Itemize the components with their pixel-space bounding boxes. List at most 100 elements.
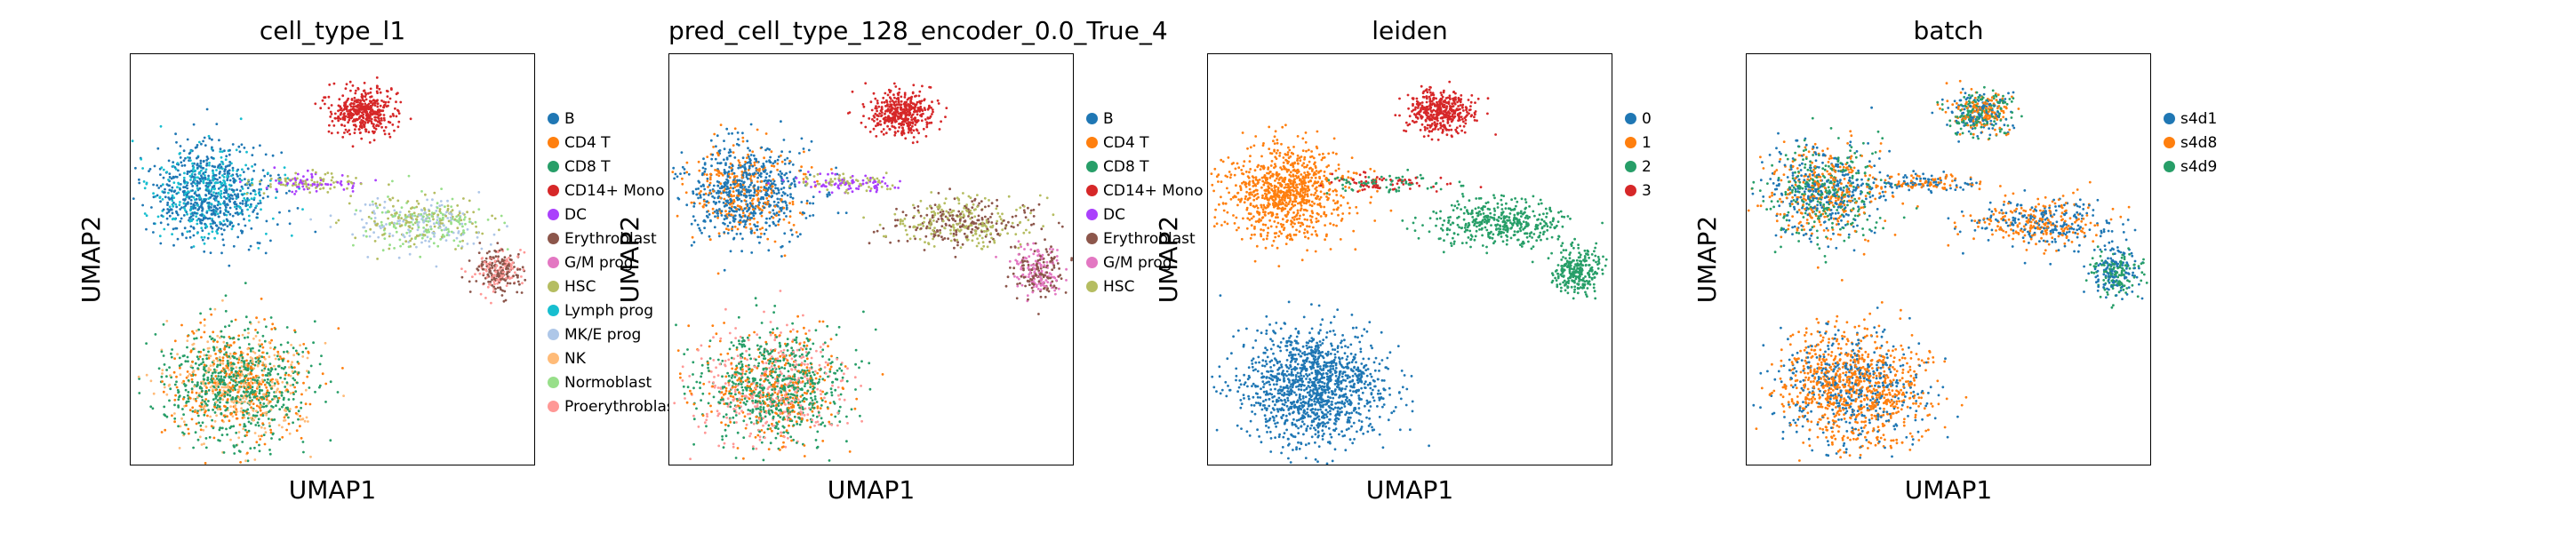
data-point	[891, 124, 894, 128]
data-point	[244, 397, 248, 401]
data-point	[714, 169, 716, 171]
data-point	[266, 374, 268, 377]
data-point	[198, 392, 201, 395]
data-point	[938, 128, 941, 131]
data-point	[231, 415, 235, 418]
data-point	[288, 178, 291, 181]
data-point	[250, 179, 253, 182]
data-point	[741, 214, 745, 218]
data-point	[247, 362, 251, 365]
data-point	[791, 200, 795, 203]
data-point	[186, 370, 189, 373]
data-point	[844, 211, 848, 215]
data-point	[410, 237, 413, 241]
data-point	[723, 185, 726, 188]
data-point	[202, 139, 204, 143]
data-point	[354, 91, 357, 95]
data-point	[211, 212, 214, 216]
data-point	[276, 354, 279, 358]
data-point	[228, 355, 231, 358]
data-point	[402, 233, 404, 236]
data-point	[244, 204, 248, 208]
data-point	[196, 166, 199, 170]
data-point	[196, 367, 199, 370]
data-point	[396, 219, 400, 223]
data-point	[864, 174, 868, 178]
data-point	[900, 117, 904, 120]
data-point	[769, 179, 772, 183]
data-point	[270, 338, 273, 342]
data-point	[257, 399, 260, 402]
data-point	[280, 391, 284, 394]
data-point	[214, 173, 218, 177]
data-point	[481, 260, 484, 264]
data-point	[249, 184, 252, 187]
data-point	[240, 365, 244, 368]
data-point	[360, 92, 364, 96]
data-point	[862, 105, 866, 108]
data-point	[192, 203, 196, 207]
data-point	[265, 187, 268, 189]
data-point	[170, 355, 173, 359]
data-point	[341, 136, 345, 139]
data-point	[428, 210, 431, 212]
data-point	[725, 213, 729, 216]
data-point	[159, 185, 163, 187]
data-point	[219, 206, 221, 210]
data-point	[220, 251, 223, 255]
data-point	[145, 182, 148, 186]
data-point	[875, 135, 878, 138]
data-point	[812, 175, 816, 178]
data-point	[171, 211, 174, 215]
data-point	[270, 404, 273, 408]
data-point	[208, 209, 211, 211]
data-point	[342, 188, 346, 191]
data-point	[746, 203, 749, 206]
data-point	[271, 217, 275, 220]
legend-marker	[548, 401, 559, 412]
data-point	[199, 218, 202, 221]
data-point	[438, 217, 442, 220]
data-point	[277, 181, 281, 185]
data-point	[230, 400, 234, 403]
data-point	[709, 172, 712, 176]
data-point	[756, 176, 759, 179]
data-point	[777, 223, 780, 227]
data-point	[352, 243, 355, 247]
data-point	[306, 370, 308, 372]
data-point	[807, 171, 810, 173]
data-point	[234, 388, 237, 391]
data-point	[190, 170, 193, 172]
data-point	[506, 271, 509, 274]
data-point	[893, 104, 897, 107]
data-point	[238, 450, 242, 453]
data-point	[394, 227, 397, 230]
data-point	[230, 221, 234, 225]
data-point	[166, 201, 170, 204]
data-point	[213, 181, 217, 185]
data-point	[387, 217, 389, 220]
data-point	[281, 405, 284, 409]
data-point	[889, 100, 892, 103]
data-point	[917, 131, 920, 135]
data-point	[380, 220, 383, 224]
data-point	[491, 214, 493, 218]
data-point	[212, 156, 214, 160]
data-point	[756, 235, 760, 239]
data-point	[924, 135, 928, 138]
data-point	[351, 190, 355, 193]
data-point	[931, 100, 933, 104]
data-point	[716, 216, 719, 219]
data-point	[716, 272, 720, 275]
data-point	[364, 128, 368, 131]
data-point	[185, 194, 188, 197]
data-point	[224, 158, 228, 162]
data-point	[235, 148, 238, 152]
data-point	[404, 223, 407, 227]
data-point	[265, 325, 268, 329]
data-point	[172, 217, 175, 220]
data-point	[683, 171, 686, 175]
data-point	[716, 162, 719, 164]
data-point	[183, 171, 186, 175]
data-point	[727, 132, 731, 135]
